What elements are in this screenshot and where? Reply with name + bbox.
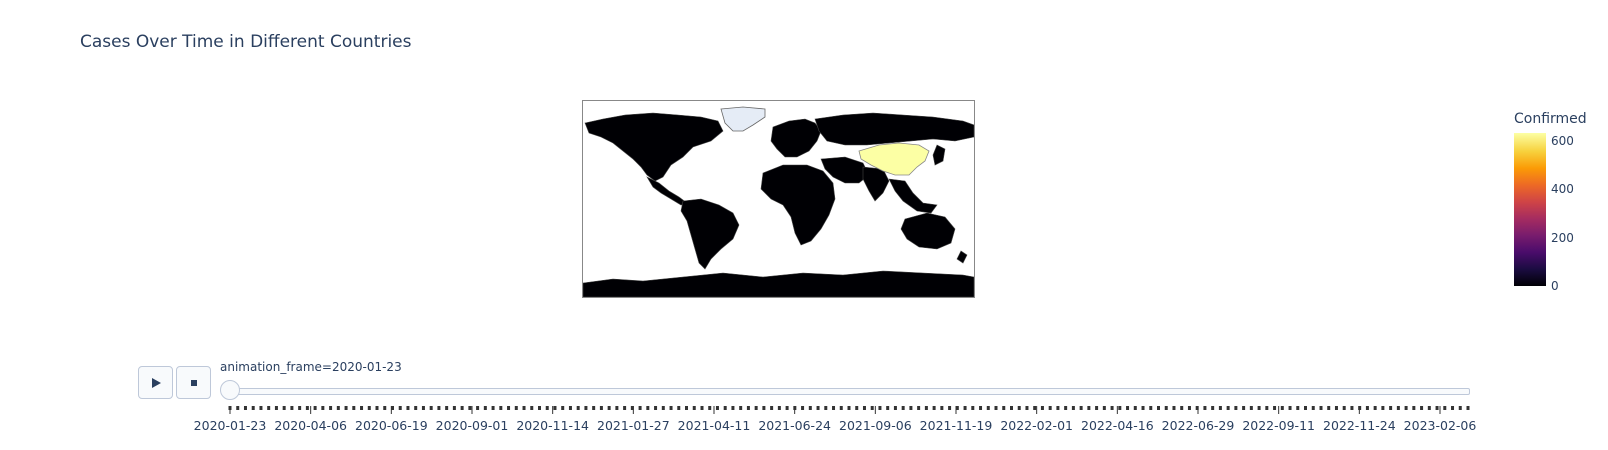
chart-title: Cases Over Time in Different Countries bbox=[80, 32, 412, 52]
animation-frame-label: animation_frame=2020-01-23 bbox=[220, 360, 402, 374]
slider-rail[interactable] bbox=[230, 388, 1470, 395]
colorbar-tick-200: 200 bbox=[1551, 231, 1574, 245]
region-middle-east[interactable] bbox=[820, 156, 870, 184]
play-button[interactable] bbox=[138, 366, 173, 399]
region-russia[interactable] bbox=[814, 112, 974, 146]
slider-tick-label[interactable]: 2022-11-24 bbox=[1323, 418, 1396, 433]
slider-tick-label[interactable]: 2021-11-19 bbox=[919, 418, 993, 433]
slider-tick-marks bbox=[228, 406, 1470, 414]
play-icon bbox=[151, 377, 161, 388]
slider-tick-label[interactable]: 2022-06-29 bbox=[1161, 418, 1235, 433]
slider-tick-label[interactable]: 2022-09-11 bbox=[1242, 418, 1315, 433]
slider-tick-label[interactable]: 2020-11-14 bbox=[516, 418, 589, 433]
slider-tick-label[interactable]: 2023-02-06 bbox=[1403, 418, 1477, 433]
region-new-zealand[interactable] bbox=[956, 250, 968, 264]
region-europe[interactable] bbox=[770, 118, 822, 158]
stop-button[interactable] bbox=[176, 366, 211, 399]
slider-tick-label[interactable]: 2022-02-01 bbox=[1000, 418, 1073, 433]
colorbar-tick-0: 0 bbox=[1551, 279, 1559, 293]
region-southeast-asia[interactable] bbox=[888, 178, 938, 214]
slider-tick-label[interactable]: 2021-09-06 bbox=[839, 418, 912, 433]
slider-tick-label[interactable]: 2020-01-23 bbox=[193, 418, 267, 433]
region-australia[interactable] bbox=[900, 212, 956, 250]
choropleth-map[interactable] bbox=[582, 100, 975, 298]
region-south-america[interactable] bbox=[680, 198, 740, 270]
colorbar-title: Confirmed bbox=[1514, 111, 1587, 127]
slider-handle[interactable] bbox=[220, 380, 240, 400]
region-north-america[interactable] bbox=[584, 112, 724, 182]
slider-tick-label[interactable]: 2021-01-27 bbox=[597, 418, 670, 433]
slider-tick-label[interactable]: 2020-09-01 bbox=[435, 418, 509, 433]
slider-tick-label[interactable]: 2020-06-19 bbox=[355, 418, 428, 433]
region-greenland[interactable] bbox=[720, 106, 766, 132]
region-japan[interactable] bbox=[932, 144, 946, 166]
slider-tick-label[interactable]: 2022-04-16 bbox=[1081, 418, 1154, 433]
region-central-america[interactable] bbox=[646, 176, 688, 206]
colorbar-tick-600: 600 bbox=[1551, 134, 1574, 148]
region-africa[interactable] bbox=[760, 164, 836, 246]
region-china[interactable] bbox=[858, 142, 930, 176]
slider-tick-label[interactable]: 2020-04-06 bbox=[274, 418, 347, 433]
colorbar-tick-400: 400 bbox=[1551, 182, 1574, 196]
region-antarctica[interactable] bbox=[583, 270, 974, 297]
slider-tick-label[interactable]: 2021-04-11 bbox=[677, 418, 751, 433]
world-map bbox=[583, 106, 974, 297]
colorbar bbox=[1514, 133, 1546, 286]
stop-icon bbox=[190, 379, 197, 386]
slider-tick-label[interactable]: 2021-06-24 bbox=[758, 418, 831, 433]
